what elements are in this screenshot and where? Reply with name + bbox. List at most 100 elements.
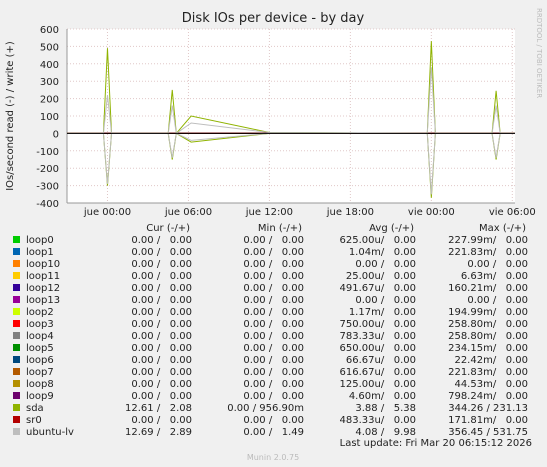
legend-stat: 22.42m/ 0.00 <box>454 355 528 366</box>
legend-stat: 356.45 / 531.75 <box>448 427 528 438</box>
legend-stat: 221.83m/ 0.00 <box>448 247 528 258</box>
legend-name: loop6 <box>26 355 54 366</box>
legend-stat: 783.33u/ 0.00 <box>340 331 417 342</box>
legend-stat: 0.00 / 0.00 <box>243 355 304 366</box>
legend-stat: 234.15m/ 0.00 <box>448 343 528 354</box>
y-tick-label: -300 <box>36 182 59 193</box>
legend-stat: 0.00 / 0.00 <box>131 391 192 402</box>
legend-stat: 483.33u/ 0.00 <box>340 415 417 426</box>
legend-swatch <box>13 428 20 435</box>
legend-stat: 0.00 / 0.00 <box>243 319 304 330</box>
legend-swatch <box>13 332 20 339</box>
column-header: Min (-/+) <box>258 223 302 234</box>
legend-stat: 0.00 / 0.00 <box>355 259 416 270</box>
legend-name: sda <box>26 403 44 414</box>
legend-stat: 798.24m/ 0.00 <box>448 391 528 402</box>
y-tick-label: -400 <box>36 199 59 210</box>
legend-swatch <box>13 308 20 315</box>
legend-stat: 12.69 / 2.89 <box>125 427 192 438</box>
legend-stat: 0.00 / 0.00 <box>243 379 304 390</box>
legend-stat: 650.00u/ 0.00 <box>340 343 417 354</box>
legend-stat: 0.00 / 0.00 <box>243 259 304 270</box>
y-tick-label: 400 <box>40 60 59 71</box>
legend-stat: 0.00 / 0.00 <box>243 307 304 318</box>
legend-swatch <box>13 356 20 363</box>
legend-stat: 0.00 / 956.90m <box>227 403 304 414</box>
legend-stat: 0.00 / 0.00 <box>243 247 304 258</box>
legend-stat: 221.83m/ 0.00 <box>448 367 528 378</box>
legend-name: loop9 <box>26 391 54 402</box>
series-line <box>67 67 515 135</box>
legend-stat: 12.61 / 2.08 <box>125 403 192 414</box>
legend-name: loop2 <box>26 307 54 318</box>
x-tick-label: jue 18:00 <box>326 207 374 218</box>
last-update: Last update: Fri Mar 20 06:15:12 2026 <box>340 438 532 449</box>
x-tick-label: vie 00:00 <box>408 207 455 218</box>
legend-swatch <box>13 236 20 243</box>
y-tick-label: 0 <box>53 129 59 140</box>
legend-stat: 0.00 / 0.00 <box>243 415 304 426</box>
legend-name: loop5 <box>26 343 54 354</box>
legend-stat: 625.00u/ 0.00 <box>340 235 417 246</box>
legend-stat: 194.99m/ 0.00 <box>448 307 528 318</box>
legend-stat: 0.00 / 0.00 <box>467 259 528 270</box>
x-tick-label: jue 00:00 <box>83 207 131 218</box>
legend-stat: 4.60m/ 0.00 <box>349 391 416 402</box>
legend-stat: 0.00 / 0.00 <box>131 331 192 342</box>
chart-title: Disk IOs per device - by day <box>182 11 365 26</box>
legend-swatch <box>13 296 20 303</box>
legend-name: loop4 <box>26 331 54 342</box>
x-tick-label: jue 06:00 <box>164 207 212 218</box>
legend-stat: 0.00 / 0.00 <box>355 295 416 306</box>
legend-stat: 0.00 / 0.00 <box>131 295 192 306</box>
legend-stat: 0.00 / 0.00 <box>243 283 304 294</box>
legend-stat: 0.00 / 0.00 <box>131 379 192 390</box>
legend-swatch <box>13 284 20 291</box>
series-line <box>67 41 515 135</box>
y-axis-label: IOs/second read (-) / write (+) <box>5 41 16 191</box>
legend-stat: 750.00u/ 0.00 <box>340 319 417 330</box>
legend-stat: 0.00 / 1.49 <box>243 427 304 438</box>
legend-stat: 0.00 / 0.00 <box>131 355 192 366</box>
y-tick-label: 600 <box>40 25 59 36</box>
column-header: Max (-/+) <box>479 223 526 234</box>
legend-stat: 0.00 / 0.00 <box>243 331 304 342</box>
legend-stat: 0.00 / 0.00 <box>131 367 192 378</box>
legend-stat: 0.00 / 0.00 <box>131 307 192 318</box>
y-tick-label: -100 <box>36 147 59 158</box>
legend-name: loop13 <box>26 295 60 306</box>
legend-stat: 3.88 / 5.38 <box>355 403 416 414</box>
legend-stat: 0.00 / 0.00 <box>243 271 304 282</box>
plot-area <box>67 29 515 203</box>
legend-stat: 6.63m/ 0.00 <box>461 271 528 282</box>
legend-name: sr0 <box>26 415 42 426</box>
column-header: Avg (-/+) <box>369 223 414 234</box>
x-tick-label: vie 06:00 <box>489 207 536 218</box>
series-line <box>67 132 515 195</box>
legend-stat: 491.67u/ 0.00 <box>340 283 417 294</box>
legend-name: loop1 <box>26 247 54 258</box>
legend-stat: 4.08 / 9.98 <box>355 427 416 438</box>
legend-stat: 0.00 / 0.00 <box>243 343 304 354</box>
legend-stat: 0.00 / 0.00 <box>131 271 192 282</box>
legend-stat: 0.00 / 0.00 <box>131 247 192 258</box>
side-text: RRDTOOL / TOBI OETIKER <box>535 8 543 98</box>
legend-swatch <box>13 248 20 255</box>
legend-name: ubuntu-lv <box>26 427 74 438</box>
legend-name: loop8 <box>26 379 54 390</box>
legend-stat: 616.67u/ 0.00 <box>340 367 417 378</box>
legend-stat: 0.00 / 0.00 <box>243 235 304 246</box>
y-tick-label: 500 <box>40 42 59 53</box>
legend-stat: 0.00 / 0.00 <box>131 319 192 330</box>
legend-name: loop11 <box>26 271 60 282</box>
legend-stat: 258.80m/ 0.00 <box>448 331 528 342</box>
legend-swatch <box>13 392 20 399</box>
legend-stat: 227.99m/ 0.00 <box>448 235 528 246</box>
column-header: Cur (-/+) <box>146 223 190 234</box>
legend-name: loop10 <box>26 259 60 270</box>
legend-swatch <box>13 260 20 267</box>
legend-stat: 0.00 / 0.00 <box>131 415 192 426</box>
legend-stat: 258.80m/ 0.00 <box>448 319 528 330</box>
y-tick-label: 200 <box>40 95 59 106</box>
